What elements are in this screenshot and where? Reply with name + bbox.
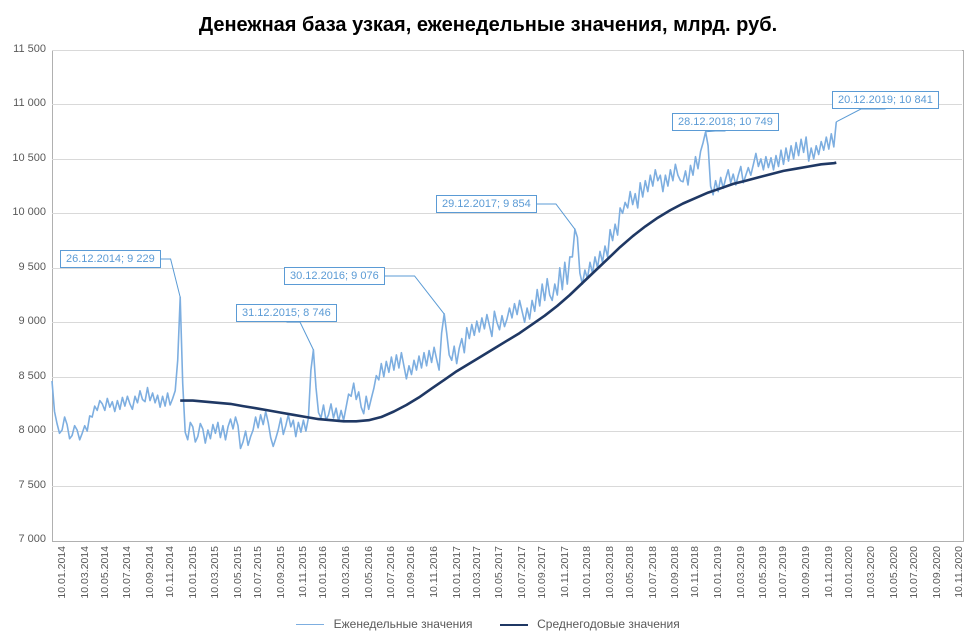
annotation-box: 31.12.2015; 8 746 xyxy=(236,304,337,322)
annotation-box: 20.12.2019; 10 841 xyxy=(832,91,939,109)
annotation-leader xyxy=(537,204,575,229)
annotation-box: 29.12.2017; 9 854 xyxy=(436,195,537,213)
annotation-leader xyxy=(836,109,885,122)
annotation-leader xyxy=(287,322,314,350)
annotation-box: 26.12.2014; 9 229 xyxy=(60,250,161,268)
annotation-leader xyxy=(706,131,726,132)
plot-svg xyxy=(0,0,976,637)
annotation-box: 30.12.2016; 9 076 xyxy=(284,267,385,285)
annotation-leader xyxy=(385,276,444,314)
annotation-leader xyxy=(161,259,180,297)
annotation-box: 28.12.2018; 10 749 xyxy=(672,113,779,131)
series-line-weekly xyxy=(52,122,836,449)
chart-container: Денежная база узкая, еженедельные значен… xyxy=(0,0,976,637)
